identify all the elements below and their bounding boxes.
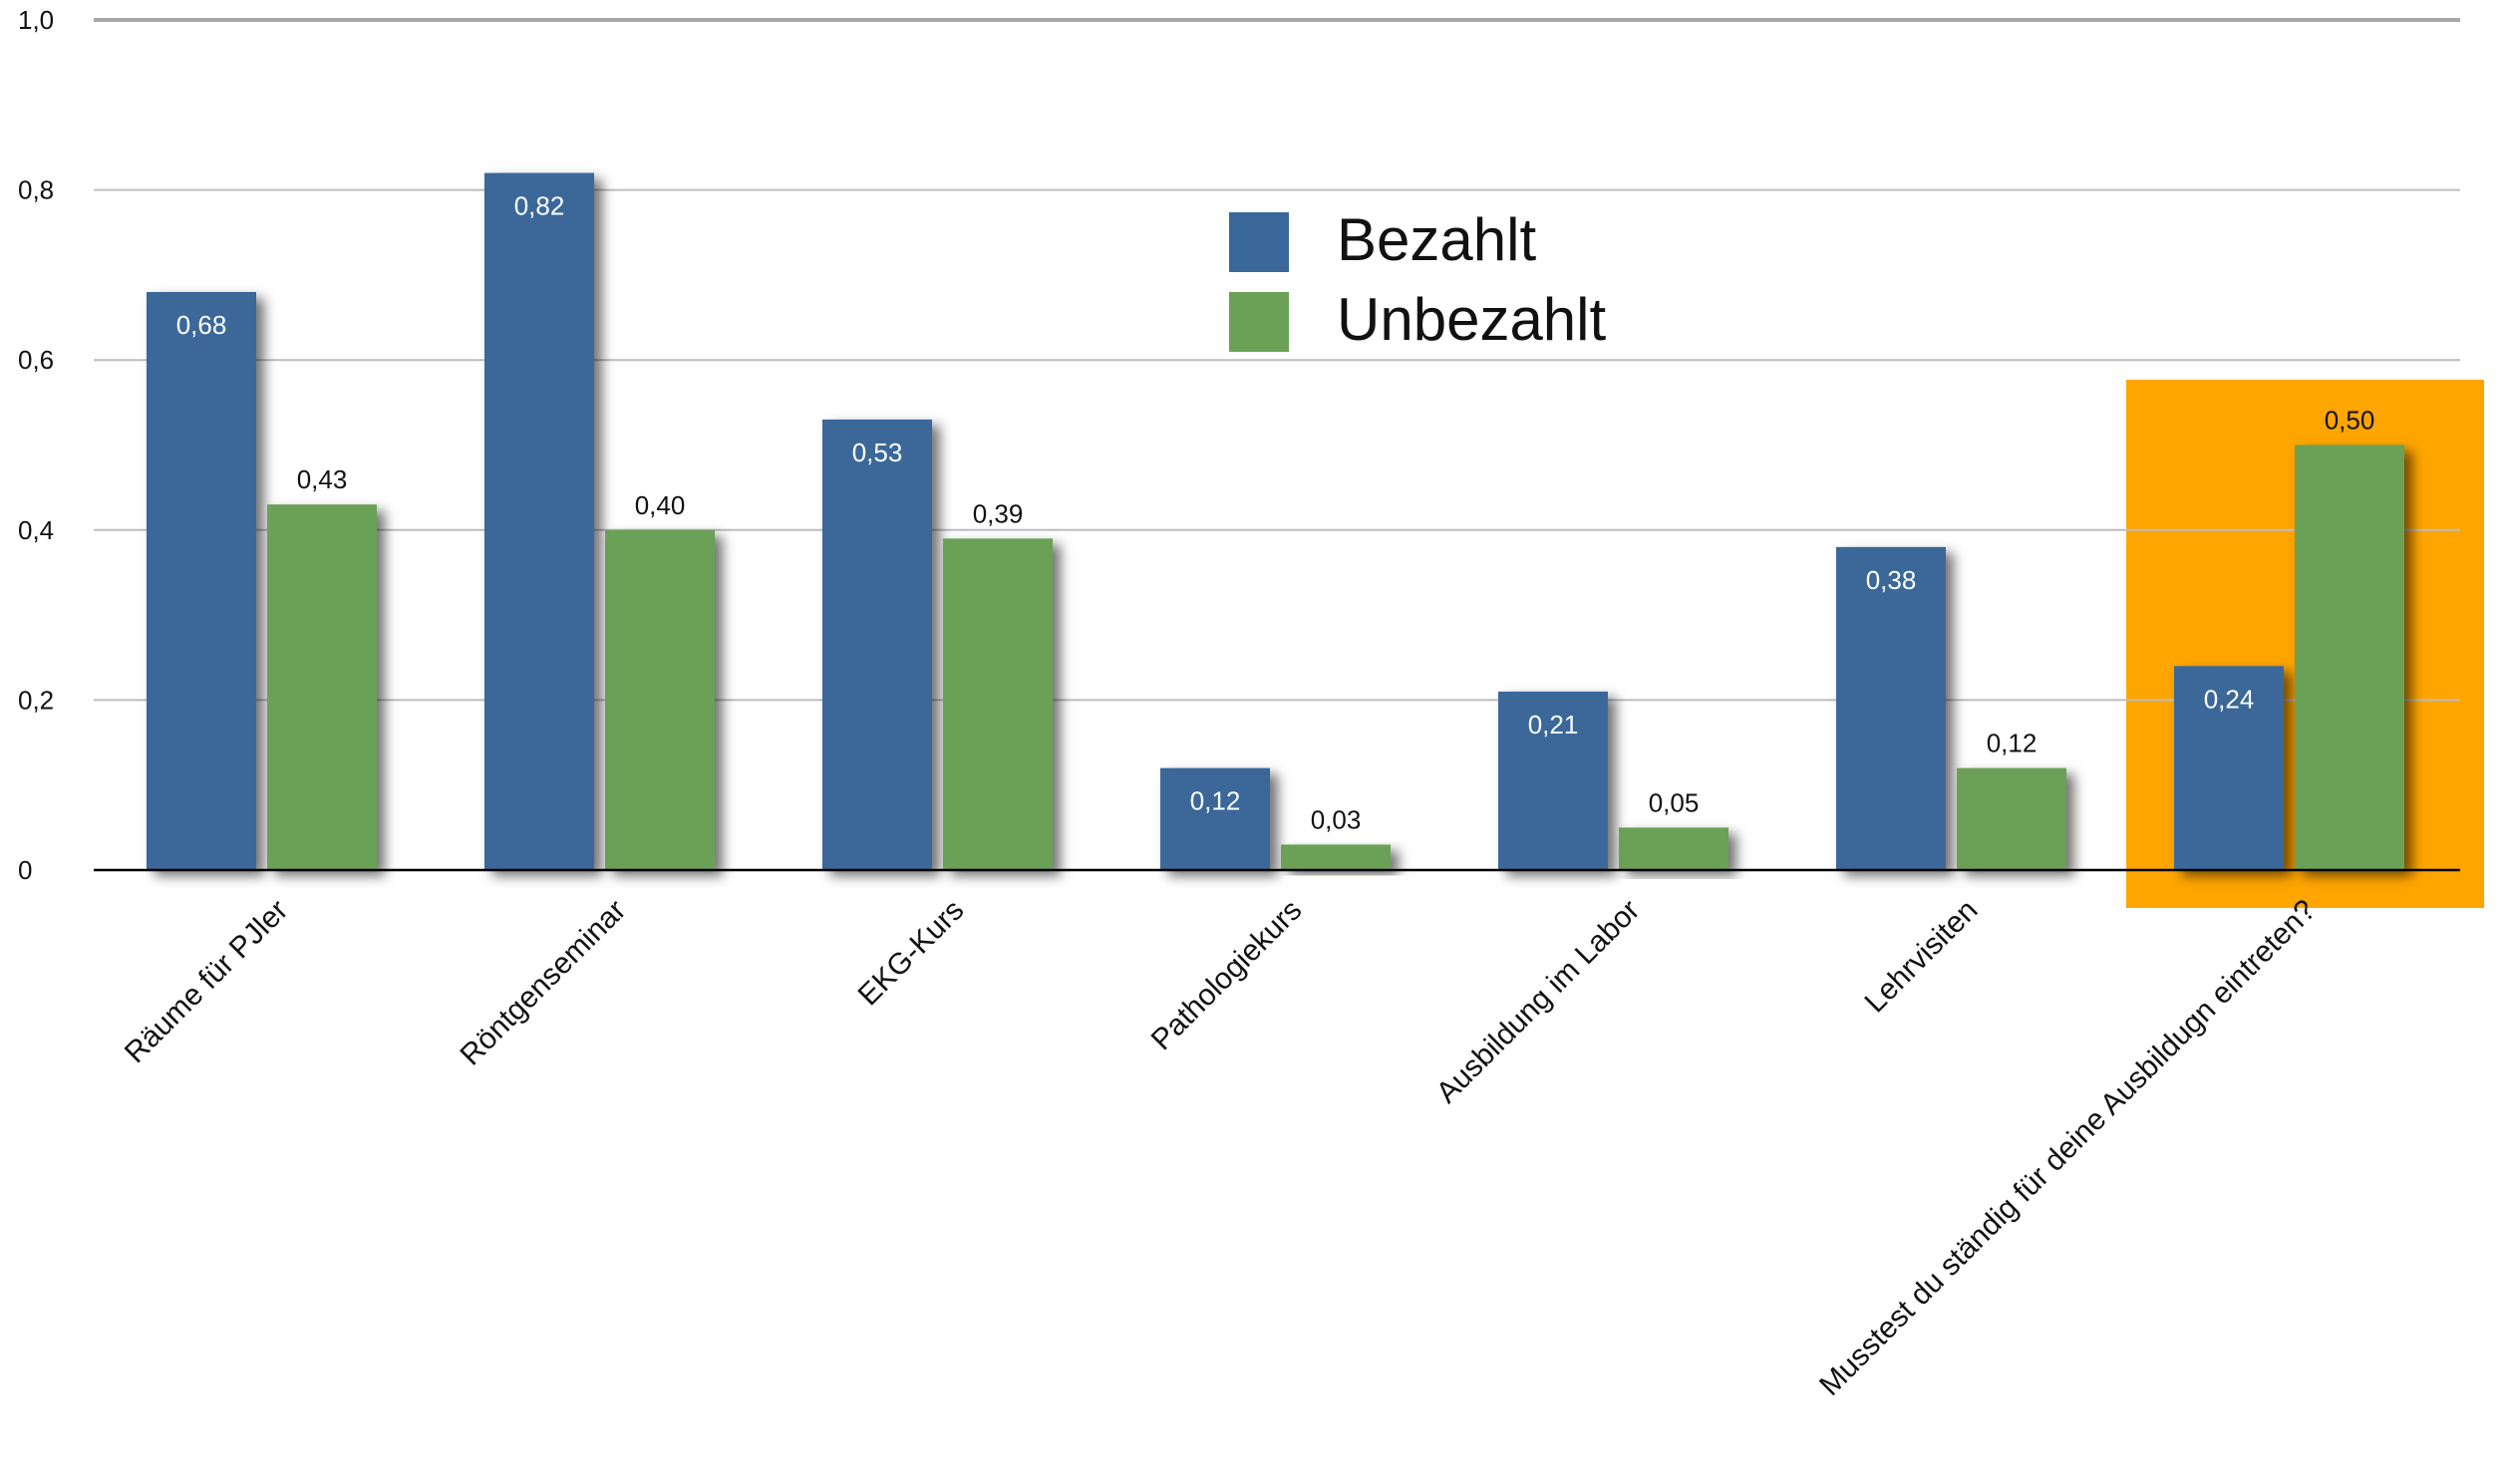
data-label: 0,39 xyxy=(973,498,1024,528)
legend: Bezahlt Unbezahlt xyxy=(1229,206,1607,353)
x-tick-label: Ausbildung im Labor xyxy=(1430,894,1647,1110)
y-tick-label: 0,4 xyxy=(18,515,54,545)
x-tick-label: Räume für PJler xyxy=(119,894,295,1070)
data-label: 0,38 xyxy=(1866,565,1917,595)
data-label: 0,82 xyxy=(514,191,565,221)
bar-unbezahlt xyxy=(1619,827,1728,870)
y-tick-label: 0,8 xyxy=(18,175,54,205)
legend-label: Unbezahlt xyxy=(1337,286,1607,353)
bar-bezahlt xyxy=(1160,767,1270,870)
data-label: 0,50 xyxy=(2325,406,2375,436)
legend-swatch xyxy=(1229,292,1289,352)
data-label: 0,03 xyxy=(1311,804,1362,834)
data-label: 0,53 xyxy=(852,438,903,467)
gridlines xyxy=(94,18,2460,702)
data-label: 0,12 xyxy=(1987,729,2038,758)
bar-bezahlt xyxy=(822,419,932,870)
bar-unbezahlt xyxy=(605,529,715,870)
x-tick-label: EKG-Kurs xyxy=(852,894,971,1013)
legend-swatch xyxy=(1229,212,1289,272)
y-tick-label: 0,6 xyxy=(18,345,54,375)
x-tick-label: Röntgenseminar xyxy=(454,894,632,1072)
bar-bezahlt xyxy=(484,172,594,871)
bar-bezahlt xyxy=(147,291,256,871)
bar-unbezahlt xyxy=(1957,767,2066,870)
data-label: 0,43 xyxy=(297,464,348,494)
bar-unbezahlt xyxy=(943,538,1053,870)
data-label: 0,21 xyxy=(1528,710,1579,740)
x-tick-label: Lehrvisiten xyxy=(1859,894,1985,1020)
legend-label: Bezahlt xyxy=(1337,206,1536,273)
data-labels: 0,68 0,43 0,82 0,40 0,53 0,39 0,12 0,03 0,21 0,05… xyxy=(176,191,2375,835)
y-tick-label: 0 xyxy=(18,855,32,885)
data-label: 0,40 xyxy=(635,490,686,520)
data-label: 0,24 xyxy=(2204,684,2255,714)
y-tick-label: 1,0 xyxy=(18,5,54,35)
x-tick-label: Pathologiekurs xyxy=(1145,894,1309,1057)
bar-unbezahlt xyxy=(267,504,377,870)
data-label: 0,12 xyxy=(1190,786,1241,816)
bar-bezahlt xyxy=(2174,666,2284,870)
bars xyxy=(147,172,2404,871)
bar-unbezahlt xyxy=(1281,844,1391,870)
bar-unbezahlt xyxy=(2295,445,2404,870)
bar-bezahlt xyxy=(1836,546,1946,870)
y-tick-label: 0,2 xyxy=(18,685,54,715)
data-label: 0,68 xyxy=(176,310,227,340)
data-label: 0,05 xyxy=(1649,787,1700,817)
bar-bezahlt xyxy=(1498,691,1608,870)
